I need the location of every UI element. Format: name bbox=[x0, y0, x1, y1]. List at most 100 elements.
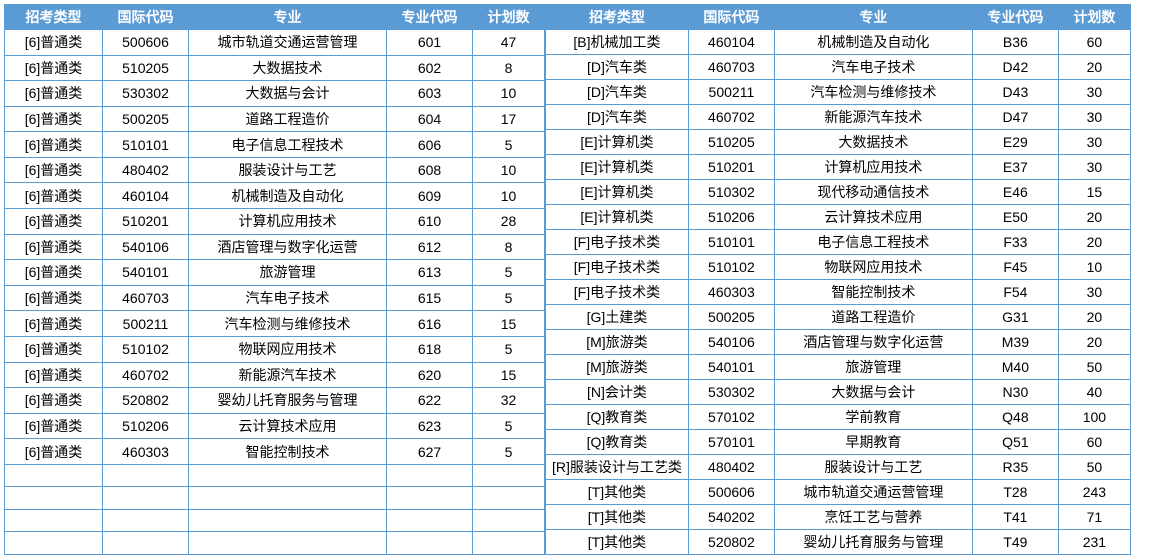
cell: 510102 bbox=[688, 255, 774, 280]
cell bbox=[473, 532, 545, 555]
cell: 243 bbox=[1058, 480, 1130, 505]
cell: 540106 bbox=[688, 330, 774, 355]
cell bbox=[5, 487, 103, 510]
cell: [T]其他类 bbox=[546, 505, 689, 530]
table-row: [F]电子技术类510101电子信息工程技术F3320 bbox=[546, 230, 1131, 255]
cell: 计算机应用技术 bbox=[774, 155, 972, 180]
cell: 603 bbox=[387, 81, 473, 107]
cell: 电子信息工程技术 bbox=[189, 132, 387, 158]
cell: [6]普通类 bbox=[5, 311, 103, 337]
cell: E29 bbox=[972, 130, 1058, 155]
cell: 酒店管理与数字化运营 bbox=[189, 234, 387, 260]
cell bbox=[473, 509, 545, 532]
cell bbox=[5, 464, 103, 487]
cell: [6]普通类 bbox=[5, 336, 103, 362]
cell: 城市轨道交通运营管理 bbox=[189, 30, 387, 56]
table-row: [6]普通类500205道路工程造价60417 bbox=[5, 106, 545, 132]
cell: [6]普通类 bbox=[5, 362, 103, 388]
cell: 大数据与会计 bbox=[189, 81, 387, 107]
cell: 60 bbox=[1058, 430, 1130, 455]
cell: [M]旅游类 bbox=[546, 355, 689, 380]
col-header: 专业代码 bbox=[387, 5, 473, 30]
cell: 8 bbox=[473, 55, 545, 81]
col-header: 招考类型 bbox=[5, 5, 103, 30]
cell: 623 bbox=[387, 413, 473, 439]
cell: 早期教育 bbox=[774, 430, 972, 455]
cell: F33 bbox=[972, 230, 1058, 255]
cell: 20 bbox=[1058, 205, 1130, 230]
cell bbox=[189, 532, 387, 555]
cell: M39 bbox=[972, 330, 1058, 355]
cell: 500211 bbox=[688, 80, 774, 105]
cell: 10 bbox=[473, 81, 545, 107]
cell: 电子信息工程技术 bbox=[774, 230, 972, 255]
table-row: [6]普通类460104机械制造及自动化60910 bbox=[5, 183, 545, 209]
cell: 540106 bbox=[103, 234, 189, 260]
cell: 540101 bbox=[688, 355, 774, 380]
cell: F54 bbox=[972, 280, 1058, 305]
table-row bbox=[5, 509, 545, 532]
cell: 47 bbox=[473, 30, 545, 56]
table-row: [D]汽车类460702新能源汽车技术D4730 bbox=[546, 105, 1131, 130]
col-header: 计划数 bbox=[1058, 5, 1130, 30]
table-row: [E]计算机类510205大数据技术E2930 bbox=[546, 130, 1131, 155]
table-row: [T]其他类520802婴幼儿托育服务与管理T49231 bbox=[546, 530, 1131, 555]
cell: [R]服装设计与工艺类 bbox=[546, 455, 689, 480]
cell: 60 bbox=[1058, 30, 1130, 55]
cell: 现代移动通信技术 bbox=[774, 180, 972, 205]
col-header: 计划数 bbox=[473, 5, 545, 30]
cell: [6]普通类 bbox=[5, 209, 103, 235]
cell: 601 bbox=[387, 30, 473, 56]
cell: 32 bbox=[473, 388, 545, 414]
cell: G31 bbox=[972, 305, 1058, 330]
cell: 5 bbox=[473, 413, 545, 439]
cell bbox=[103, 487, 189, 510]
table-row: [6]普通类510101电子信息工程技术6065 bbox=[5, 132, 545, 158]
cell: 5 bbox=[473, 336, 545, 362]
cell: [6]普通类 bbox=[5, 183, 103, 209]
table-row: [6]普通类510205大数据技术6028 bbox=[5, 55, 545, 81]
cell: 物联网应用技术 bbox=[774, 255, 972, 280]
cell: 汽车电子技术 bbox=[189, 285, 387, 311]
cell: 15 bbox=[473, 311, 545, 337]
header-row: 招考类型 国际代码 专业 专业代码 计划数 bbox=[5, 5, 545, 30]
cell: 500211 bbox=[103, 311, 189, 337]
cell: 酒店管理与数字化运营 bbox=[774, 330, 972, 355]
table-row: [6]普通类460303智能控制技术6275 bbox=[5, 439, 545, 465]
cell: [T]其他类 bbox=[546, 480, 689, 505]
table-row: [M]旅游类540101旅游管理M4050 bbox=[546, 355, 1131, 380]
cell: 627 bbox=[387, 439, 473, 465]
cell: 大数据技术 bbox=[189, 55, 387, 81]
table-row: [E]计算机类510201计算机应用技术E3730 bbox=[546, 155, 1131, 180]
col-header: 国际代码 bbox=[688, 5, 774, 30]
cell: 婴幼儿托育服务与管理 bbox=[189, 388, 387, 414]
cell: 5 bbox=[473, 439, 545, 465]
table-row: [Q]教育类570102学前教育Q48100 bbox=[546, 405, 1131, 430]
cell bbox=[103, 532, 189, 555]
cell: 570101 bbox=[688, 430, 774, 455]
cell: [E]计算机类 bbox=[546, 180, 689, 205]
cell: [G]土建类 bbox=[546, 305, 689, 330]
cell: 460703 bbox=[103, 285, 189, 311]
cell: 旅游管理 bbox=[189, 260, 387, 286]
cell: Q48 bbox=[972, 405, 1058, 430]
cell: 学前教育 bbox=[774, 405, 972, 430]
cell: F45 bbox=[972, 255, 1058, 280]
col-header: 国际代码 bbox=[103, 5, 189, 30]
cell bbox=[189, 464, 387, 487]
cell: 8 bbox=[473, 234, 545, 260]
cell: [N]会计类 bbox=[546, 380, 689, 405]
admissions-table-right: 招考类型 国际代码 专业 专业代码 计划数 [B]机械加工类460104机械制造… bbox=[545, 4, 1131, 555]
cell: [6]普通类 bbox=[5, 234, 103, 260]
table-row: [6]普通类540106酒店管理与数字化运营6128 bbox=[5, 234, 545, 260]
cell: T49 bbox=[972, 530, 1058, 555]
cell bbox=[103, 509, 189, 532]
cell: [6]普通类 bbox=[5, 285, 103, 311]
cell: [6]普通类 bbox=[5, 157, 103, 183]
cell: 城市轨道交通运营管理 bbox=[774, 480, 972, 505]
cell: 10 bbox=[473, 183, 545, 209]
cell: 608 bbox=[387, 157, 473, 183]
cell: 510101 bbox=[688, 230, 774, 255]
cell: [6]普通类 bbox=[5, 106, 103, 132]
cell: 613 bbox=[387, 260, 473, 286]
